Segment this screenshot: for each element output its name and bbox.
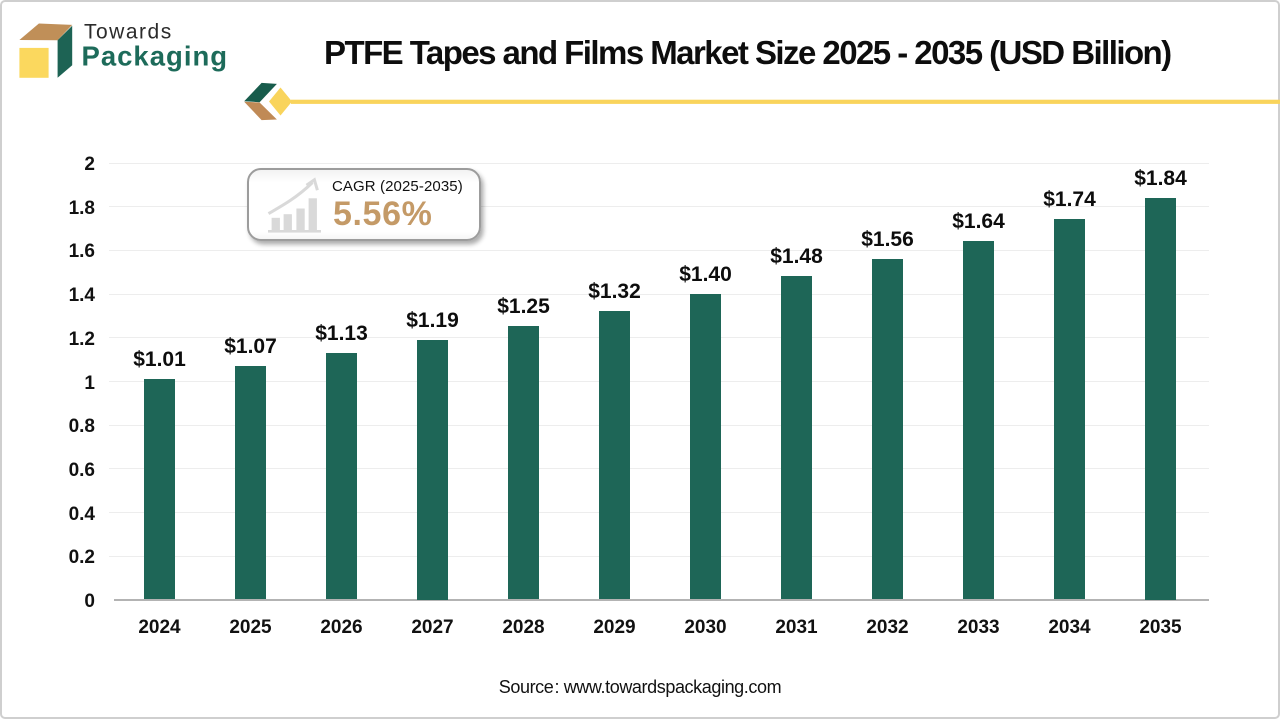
svg-text:Towards: Towards <box>84 21 173 44</box>
svg-text:Packaging: Packaging <box>82 40 229 71</box>
